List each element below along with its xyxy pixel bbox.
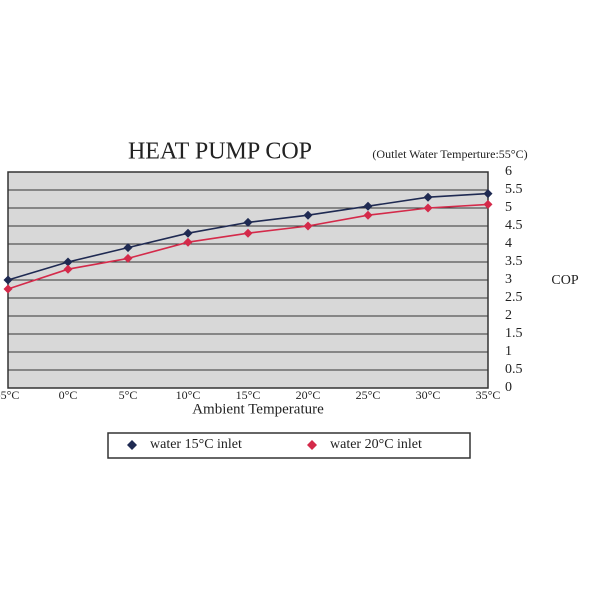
y-tick-label: 2.5	[505, 290, 523, 305]
point	[63, 257, 73, 267]
y-axis-label: COP	[551, 273, 578, 288]
x-tick-label: 30°C	[416, 388, 441, 402]
point	[183, 237, 193, 247]
point	[363, 210, 373, 220]
y-tick-label: 3.5	[505, 254, 523, 269]
point	[243, 217, 253, 227]
x-tick-label: 10°C	[176, 388, 201, 402]
y-tick-label: 4	[505, 236, 512, 251]
legend-marker	[127, 440, 137, 450]
y-tick-label: 1.5	[505, 326, 523, 341]
point	[3, 284, 13, 294]
chart-subtitle: (Outlet Water Temperture:55°C)	[372, 147, 527, 161]
y-tick-label: 2	[505, 308, 512, 323]
point	[303, 210, 313, 220]
y-tick-label: 5	[505, 200, 512, 215]
chart-title: HEAT PUMP COP	[128, 139, 312, 165]
y-tick-label: 4.5	[505, 218, 523, 233]
point	[363, 201, 373, 211]
x-tick-label: 5°C	[119, 388, 138, 402]
y-tick-label: 1	[505, 344, 512, 359]
point	[123, 253, 133, 263]
y-tick-label: 6	[505, 164, 512, 179]
legend-label: water 20°C inlet	[330, 437, 422, 452]
point	[243, 228, 253, 238]
x-axis-label: Ambient Temperature	[192, 401, 324, 417]
point	[423, 203, 433, 213]
point	[183, 228, 193, 238]
x-tick-label: 35°C	[476, 388, 501, 402]
x-tick-label: -5°C	[0, 388, 19, 402]
point	[3, 275, 13, 285]
point	[483, 199, 493, 209]
point	[123, 243, 133, 253]
y-tick-label: 0.5	[505, 362, 523, 377]
legend-box	[107, 432, 471, 459]
legend-label: water 15°C inlet	[150, 437, 242, 452]
point	[303, 221, 313, 231]
x-tick-label: 25°C	[356, 388, 381, 402]
y-tick-label: 3	[505, 272, 512, 287]
point	[483, 189, 493, 199]
x-tick-label: 20°C	[296, 388, 321, 402]
y-tick-label: 0	[505, 380, 512, 395]
x-tick-label: 15°C	[236, 388, 261, 402]
point	[423, 192, 433, 202]
x-tick-label: 0°C	[59, 388, 78, 402]
y-tick-label: 5.5	[505, 182, 523, 197]
point	[63, 264, 73, 274]
legend-marker	[307, 440, 317, 450]
